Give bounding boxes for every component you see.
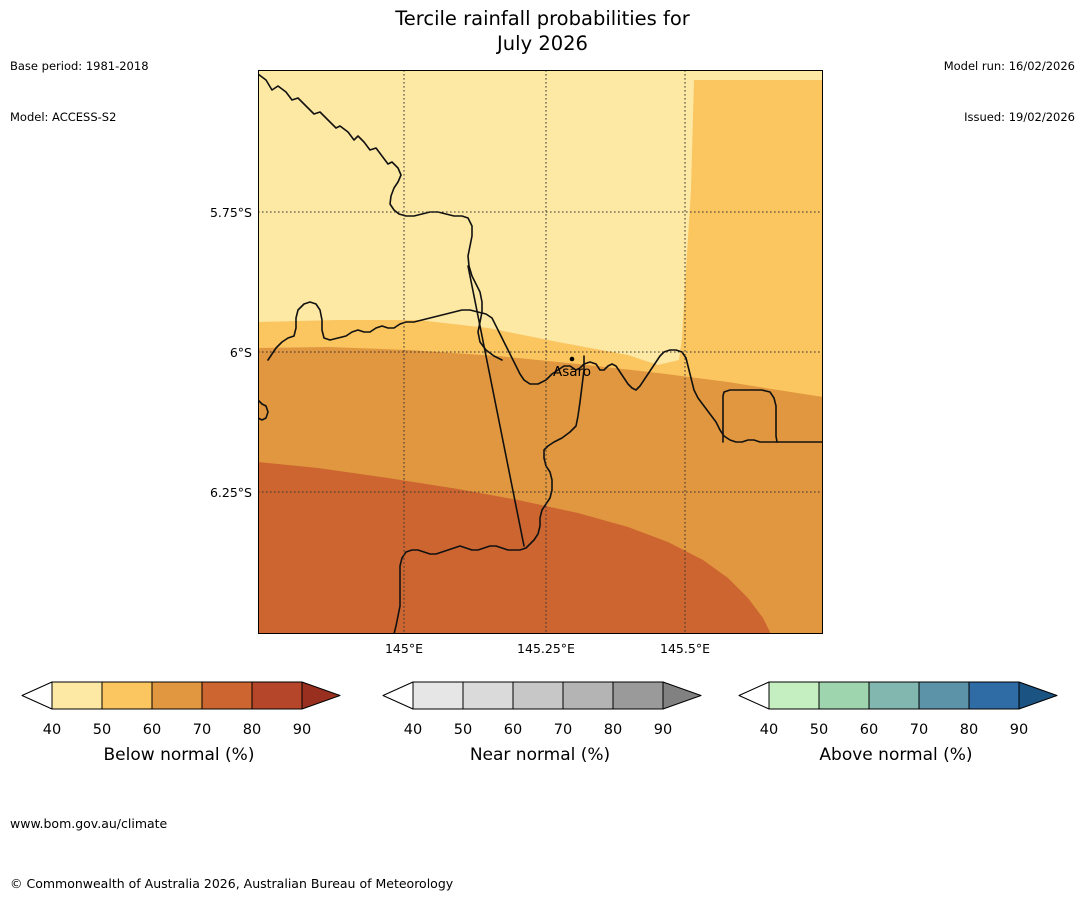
colorbar-under-arrow [382,681,414,710]
colorbar-segment [51,681,103,710]
issued-label: Issued: 19/02/2026 [964,110,1075,124]
colorbar-tick-label: 40 [759,722,779,738]
colorbar-segment [612,681,664,710]
base-period-label: Base period: 1981-2018 [10,59,149,73]
boundary-north [258,73,503,361]
footer: www.bom.gov.au/climate © Commonwealth of… [10,774,453,914]
boundary-south [393,355,585,634]
colorbar-segment [918,681,970,710]
colorbar-tick-label: 80 [603,722,623,738]
y-tick-label-0: 5.75°S [209,205,252,220]
colorbar-near-normal: 40 50 60 70 80 90 Near normal (%) [371,676,709,765]
colorbar-segment [101,681,153,710]
boundary-lines [258,73,823,634]
x-tick-label-1: 145.25°E [517,641,575,656]
colorbar-above-normal-ticks: 40 50 60 70 80 90 [727,722,1065,744]
y-tick-label-1: 6°S [229,345,252,360]
page-title: Tercile rainfall probabilities for July … [0,6,1085,56]
colorbar-tick-label: 40 [42,722,62,738]
colorbar-segment [151,681,203,710]
colorbar-over-arrow [662,681,702,710]
rainfall-probability-map: Asaro [258,70,823,634]
footer-copyright: © Commonwealth of Australia 2026, Austra… [10,876,454,891]
colorbar-tick-label: 90 [1009,722,1029,738]
colorbar-tick-label: 90 [292,722,312,738]
plot-frame [258,70,823,634]
header-metadata-right: Model run: 16/02/2026 Issued: 19/02/2026 [944,24,1075,143]
colorbar-near-normal-caption: Near normal (%) [469,745,611,765]
colorbar-segment [462,681,514,710]
colorbar-tick-label: 80 [959,722,979,738]
colorbar-near-normal-svg [382,681,702,710]
colorbar-over-arrow [1018,681,1058,710]
model-label: Model: ACCESS-S2 [10,110,117,124]
colorbar-segment [818,681,870,710]
colorbar-above-normal-caption: Above normal (%) [819,745,973,765]
colorbar-under-arrow [738,681,770,710]
colorbar-segment [201,681,253,710]
colorbar-tick-label: 60 [142,722,162,738]
model-run-label: Model run: 16/02/2026 [943,59,1075,73]
title-line-2: July 2026 [497,32,588,55]
colorbar-tick-label: 80 [242,722,262,738]
boundary-west-fragment [258,399,269,421]
colorbar-tick-label: 50 [92,722,112,738]
colorbar-near-normal-ticks: 40 50 60 70 80 90 [371,722,709,744]
contour-bands [258,70,823,634]
colorbar-segment [768,681,820,710]
colorbar-above-normal: 40 50 60 70 80 90 Above normal (%) [727,676,1065,765]
colorbar-tick-label: 90 [653,722,673,738]
colorbar-tick-label: 40 [403,722,423,738]
colorbar-under-arrow [21,681,53,710]
band-70-80 [258,462,771,634]
colorbar-tick-label: 50 [453,722,473,738]
footer-website: www.bom.gov.au/climate [10,816,168,831]
colorbar-below-normal-svg [21,681,341,710]
colorbar-segment [968,681,1020,710]
colorbar-tick-label: 70 [192,722,212,738]
title-line-1: Tercile rainfall probabilities for [395,7,690,30]
band-40-50 [258,70,823,365]
colorbar-below-normal: 40 50 60 70 80 90 Below normal (%) [10,676,348,765]
colorbar-segment [251,681,303,710]
colorbar-segment [868,681,920,710]
colorbar-tick-label: 60 [859,722,879,738]
colorbar-below-normal-caption: Below normal (%) [103,745,255,765]
colorbar-tick-label: 60 [503,722,523,738]
x-tick-label-2: 145.5°E [660,641,710,656]
y-tick-label-2: 6.25°S [209,485,252,500]
colorbar-over-arrow [301,681,341,710]
city-label-asaro: Asaro [553,364,591,380]
colorbar-segment [562,681,614,710]
colorbar-segment [512,681,564,710]
colorbar-tick-label: 70 [553,722,573,738]
header-metadata-left: Base period: 1981-2018 Model: ACCESS-S2 [10,24,149,143]
x-tick-label-0: 145°E [384,641,423,656]
colorbar-segment [412,681,464,710]
colorbar-tick-label: 70 [909,722,929,738]
boundary-east-notch [722,389,778,443]
colorbar-below-normal-ticks: 40 50 60 70 80 90 [10,722,348,744]
city-marker-asaro [569,356,575,362]
boundary-central-vertical [467,265,525,547]
boundary-central [267,301,823,443]
map-svg: Asaro [258,70,823,634]
colorbar-tick-label: 50 [809,722,829,738]
colorbar-above-normal-svg [738,681,1058,710]
